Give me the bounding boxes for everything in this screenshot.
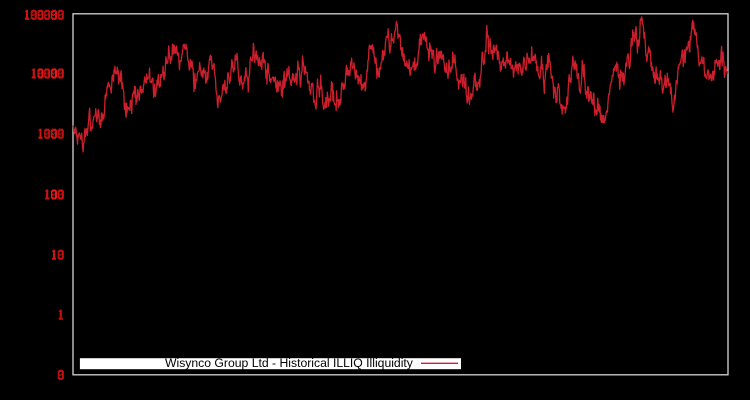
svg-text:Wisynco Group Ltd - Historical: Wisynco Group Ltd - Historical ILLIQ Ill…: [165, 356, 414, 370]
